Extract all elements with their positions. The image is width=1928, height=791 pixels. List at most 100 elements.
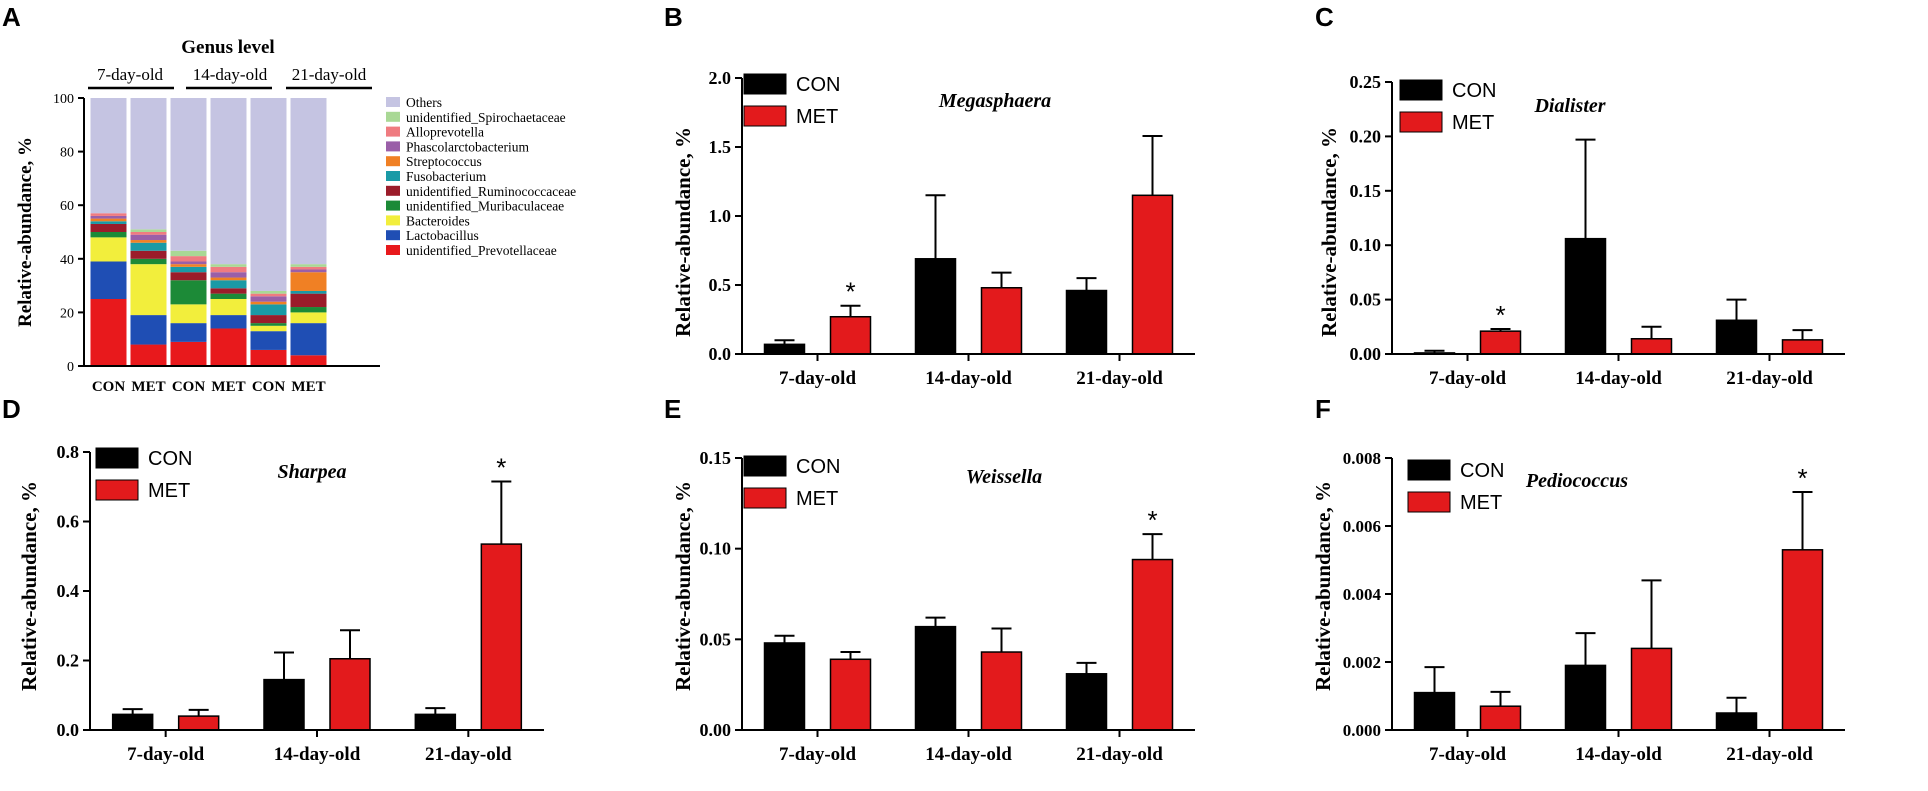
stack-segment — [170, 264, 207, 267]
y-tick-label: 2.0 — [709, 68, 732, 88]
panel-a: A Genus level 7-day-old 14-day-old 21-da… — [2, 2, 576, 395]
stack-segment — [130, 229, 167, 232]
y-tick-label: 0.000 — [1343, 721, 1381, 740]
stack-segment — [170, 261, 207, 265]
x-category-label: 7-day-old — [127, 744, 205, 765]
con-bar — [914, 258, 957, 355]
legend-label: Streptococcus — [406, 154, 482, 169]
group-label-14: 14-day-old — [193, 65, 268, 84]
y-tick-label: 0.008 — [1343, 449, 1381, 468]
legend-label: unidentified_Muribaculaceae — [406, 199, 564, 214]
x-category-label: 14-day-old — [274, 744, 361, 765]
met-bar — [1781, 339, 1824, 355]
y-axis-label: Relative-abundance, % — [1317, 127, 1341, 337]
legend-swatch — [386, 200, 400, 211]
x-category-label: 21-day-old — [1726, 368, 1813, 389]
legend-swatch — [386, 126, 400, 137]
x-category-label: 14-day-old — [925, 744, 1012, 765]
panel-c-plot: 0.00 0.05 0.10 0.15 0.20 0.25 7-day-old 14-day-… — [1317, 72, 1845, 389]
y-tick-label: 0.2 — [57, 651, 80, 671]
legend-label: CON — [1452, 80, 1496, 102]
x-category-label: 14-day-old — [925, 368, 1012, 389]
legend-label: MET — [1460, 492, 1502, 514]
stack-segment — [250, 304, 287, 316]
con-bar — [1715, 712, 1758, 731]
stack-segment — [170, 280, 207, 305]
stack-segment — [210, 280, 247, 289]
y-tick-label: 20 — [60, 306, 74, 321]
chart-title: Dialister — [1533, 95, 1605, 117]
y-tick-label: 0 — [67, 360, 74, 375]
panel-c: C 0.00 0.05 0.10 0.15 0.20 0.25 7-day-old 14-da… — [1315, 2, 1845, 389]
stack-segment — [250, 331, 287, 350]
stack-segment — [90, 213, 127, 216]
legend-label: Bacteroides — [406, 213, 470, 228]
y-tick-label: 0.8 — [57, 442, 80, 462]
con-bar — [1065, 289, 1108, 355]
legend-swatch-con — [743, 455, 787, 477]
stack-segment — [250, 293, 287, 297]
x-category-label: 7-day-old — [1429, 368, 1507, 389]
stack-segment — [290, 312, 327, 324]
stack-segment — [290, 98, 327, 265]
y-tick-label: 0.10 — [700, 539, 732, 559]
x-category-label: CON — [92, 379, 126, 395]
panel-letter-a: A — [2, 2, 21, 32]
y-axis-label: Relative-abundance, % — [1311, 481, 1335, 691]
y-tick-label: 0.0 — [57, 720, 80, 740]
x-category-label: 21-day-old — [1726, 744, 1813, 765]
met-bar — [1630, 647, 1673, 731]
con-bar — [1065, 673, 1108, 731]
y-axis-label: Relative-abundance, % — [671, 127, 695, 337]
stack-segment — [290, 269, 327, 273]
legend-swatch — [386, 215, 400, 226]
y-tick-label: 0.0 — [709, 344, 732, 364]
y-tick-label: 40 — [60, 253, 74, 268]
significance-star: * — [1495, 300, 1505, 330]
panel-letter-e: E — [664, 394, 681, 424]
chart-title: Pediococcus — [1525, 470, 1628, 492]
met-bar — [980, 287, 1023, 355]
stack-segment — [290, 266, 327, 270]
legend-swatch-con — [1407, 459, 1451, 481]
legend-swatch — [386, 141, 400, 152]
stack-segment — [250, 325, 287, 332]
x-category-label: CON — [172, 379, 206, 395]
panel-f: F 0.000 0.002 0.004 0.006 0.008 7-day-old 14-d… — [1311, 394, 1845, 765]
y-tick-label: 0.05 — [1350, 290, 1382, 310]
panel-letter-c: C — [1315, 2, 1334, 32]
legend-swatch — [386, 230, 400, 241]
y-tick-label: 1.0 — [709, 206, 732, 226]
significance-star: * — [496, 453, 506, 483]
stack-segment — [130, 264, 167, 316]
stack-segment — [210, 328, 247, 366]
legend-label: MET — [796, 106, 838, 128]
panel-d-plot: 0.0 0.2 0.4 0.6 0.8 7-day-old 14-day-old 21-day… — [17, 442, 544, 765]
stack-segment — [210, 288, 247, 294]
panel-letter-d: D — [2, 394, 21, 424]
stack-segment — [210, 277, 247, 281]
y-axis-label: Relative-abundance, % — [671, 481, 695, 691]
legend-swatch-met — [1399, 111, 1443, 133]
stack-segment — [290, 293, 327, 308]
met-bar — [1630, 338, 1673, 355]
legend-swatch — [386, 97, 400, 107]
stack-segment — [170, 266, 207, 273]
stack-segment — [250, 315, 287, 324]
y-tick-label: 0.5 — [709, 275, 732, 295]
legend-label: CON — [796, 456, 840, 478]
stack-segment — [210, 293, 247, 299]
legend-swatch — [386, 245, 400, 255]
met-bar — [1131, 194, 1174, 355]
x-category-label: 7-day-old — [779, 368, 857, 389]
stack-segment — [130, 242, 167, 251]
panel-b-plot: 0.0 0.5 1.0 1.5 2.0 7-day-old 14-day-old 21-day… — [671, 68, 1195, 389]
chart-title: Sharpea — [278, 461, 347, 483]
met-bar — [1479, 330, 1522, 355]
panel-a-title: Genus level — [181, 37, 274, 58]
stack-segment — [90, 221, 127, 224]
stack-segment — [170, 304, 207, 324]
legend-swatch-met — [743, 487, 787, 509]
legend-label: Lactobacillus — [406, 228, 479, 243]
stack-segment — [250, 323, 287, 326]
